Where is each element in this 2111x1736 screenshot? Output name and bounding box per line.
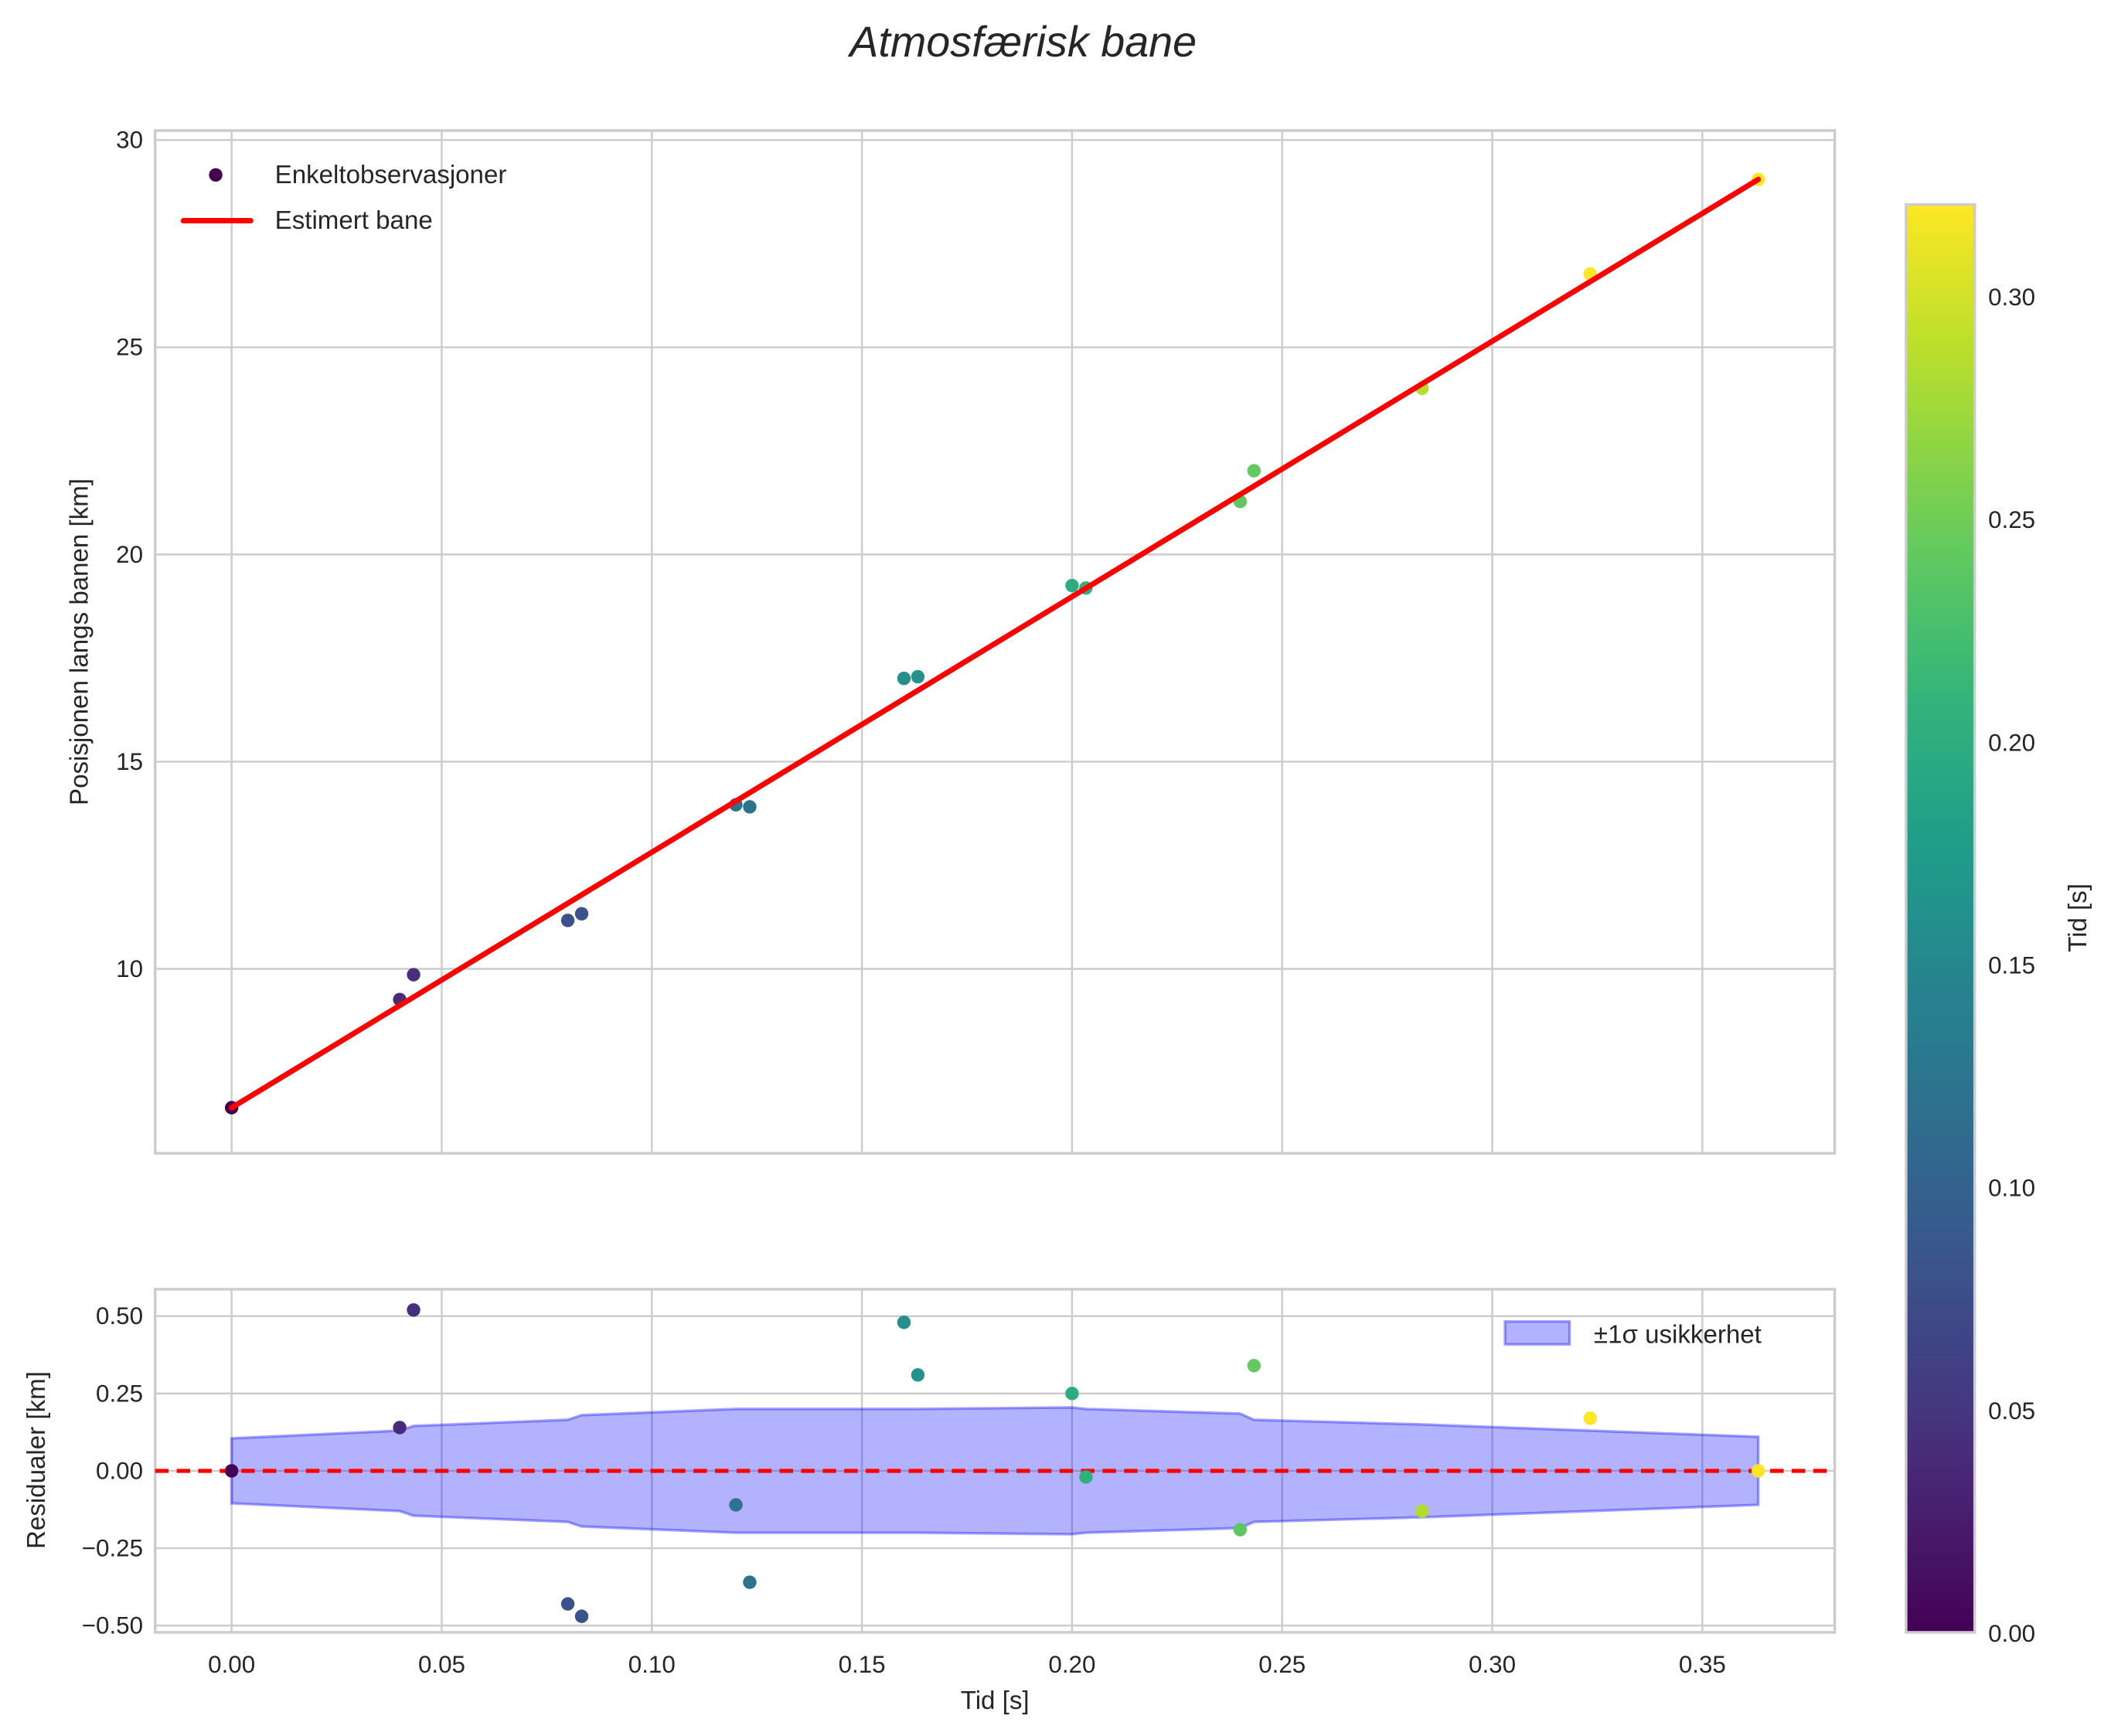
legend-label-observations: Enkeltobservasjoner: [275, 161, 507, 189]
legend-marker-band: [1503, 1320, 1571, 1346]
x-tick-label: 0.00: [208, 1651, 255, 1678]
colorbar: 0.00 0.05 0.10 0.15 0.20 0.25 0.30: [1905, 203, 2035, 1647]
colorbar-gradient: [1905, 203, 1977, 1634]
x-tick-label: 0.35: [1679, 1651, 1726, 1678]
colorbar-tick-label: 0.25: [1988, 506, 2035, 533]
residual-point: [1583, 1411, 1597, 1425]
y-tick-label: 0.00: [96, 1457, 143, 1484]
observation-point: [743, 800, 757, 814]
residual-point: [1065, 1387, 1079, 1401]
y-tick-label: 20: [116, 541, 143, 568]
residual-point: [1751, 1464, 1765, 1478]
residual-point: [743, 1575, 757, 1589]
y-tick-label: −0.50: [82, 1612, 143, 1639]
y-tick-label: −0.25: [82, 1534, 143, 1561]
x-tick-label: 0.10: [628, 1651, 676, 1678]
residual-point: [1415, 1504, 1429, 1518]
legend-label-band: ±1σ usikkerhet: [1594, 1321, 1762, 1350]
residual-point: [1079, 1470, 1093, 1484]
observation-point: [1065, 578, 1079, 593]
residual-point: [729, 1498, 743, 1512]
residual-point: [224, 1464, 239, 1478]
x-tick-label: 0.25: [1258, 1651, 1306, 1678]
residual-point: [407, 1303, 420, 1317]
x-tick-label: 0.20: [1048, 1651, 1095, 1678]
observation-point: [897, 671, 911, 686]
x-tick-label: 0.15: [839, 1651, 886, 1678]
y-tick-label: 10: [116, 955, 143, 982]
y-tick-label: 0.25: [96, 1380, 143, 1407]
colorbar-label: Tid [s]: [2064, 883, 2092, 952]
colorbar-tick-label: 0.30: [1988, 284, 2035, 311]
y-tick-label: 30: [116, 127, 143, 154]
axes-frame: [153, 129, 1837, 1155]
x-tick-label: 0.30: [1469, 1651, 1516, 1678]
x-tick-label: 0.05: [418, 1651, 465, 1678]
axes-frame: [153, 1288, 1837, 1634]
y-tick-label: 25: [116, 334, 143, 361]
estimated-trajectory-line: [229, 176, 1762, 1111]
residual-point: [897, 1316, 911, 1329]
y-axis-label-bottom: Residualer [km]: [22, 1371, 51, 1549]
colorbar-tick-label: 0.10: [1988, 1175, 2035, 1202]
legend-label-line: Estimert bane: [275, 206, 433, 235]
colorbar-tick-label: 0.00: [1988, 1620, 2035, 1647]
observation-point: [560, 914, 575, 928]
legend-marker-observations: [209, 168, 223, 182]
residual-point: [911, 1368, 925, 1382]
colorbar-tick-label: 0.20: [1988, 729, 2035, 756]
residual-point: [393, 1421, 407, 1435]
residual-axes: 0.00 0.05 0.10 0.15 0.20 0.25 0.30 0.35 0.50 0.25…: [82, 1288, 1837, 1678]
trajectory-axes: 10 15 20 25 30 Enkeltobservasjoner Estimert ba…: [116, 127, 1837, 1155]
observation-point: [574, 907, 589, 921]
colorbar-tick-label: 0.05: [1988, 1397, 2035, 1425]
residual-point: [1233, 1523, 1248, 1537]
colorbar-tick-label: 0.15: [1988, 952, 2035, 979]
residual-point: [574, 1609, 589, 1623]
y-axis-label-top: Posisjonen langs banen [km]: [66, 478, 94, 805]
residual-point: [1247, 1359, 1261, 1373]
chart-title: Atmosfærisk bane: [847, 18, 1197, 66]
observation-point: [911, 669, 925, 684]
x-axis-label: Tid [s]: [961, 1687, 1030, 1715]
observation-point: [407, 968, 420, 982]
y-tick-label: 15: [116, 748, 143, 775]
residual-point: [560, 1597, 575, 1611]
observation-point: [1247, 464, 1261, 478]
y-tick-label: 0.50: [96, 1302, 143, 1329]
